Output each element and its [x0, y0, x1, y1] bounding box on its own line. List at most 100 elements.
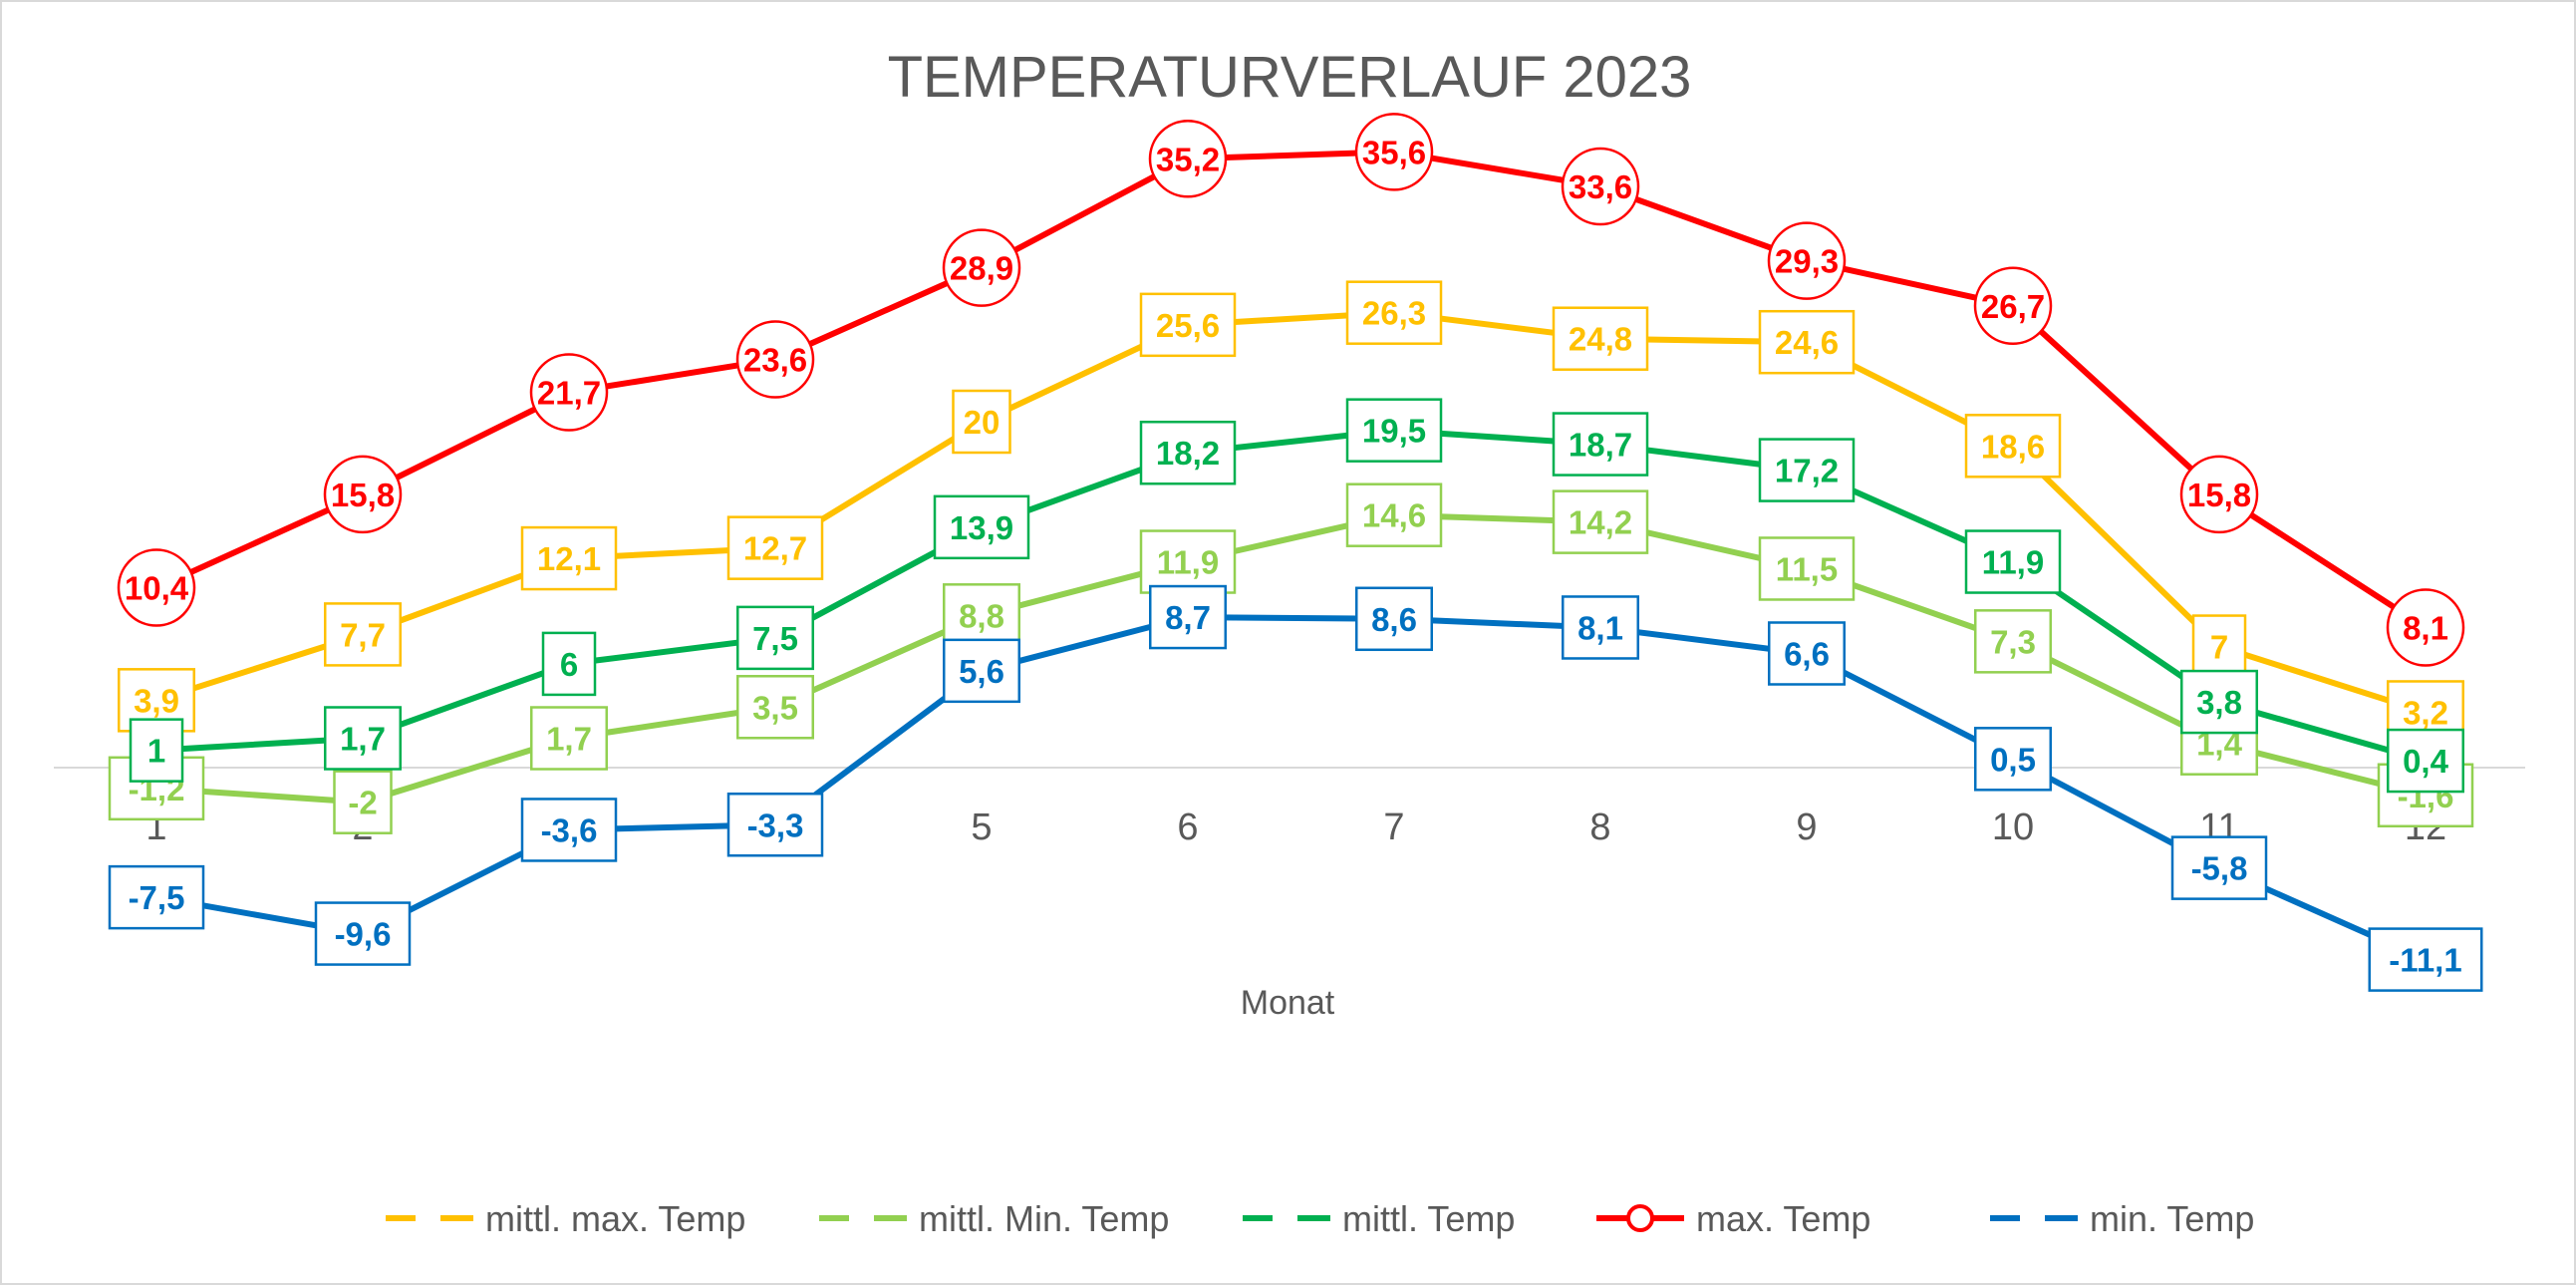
svg-text:5,6: 5,6: [959, 653, 1004, 690]
svg-text:8,8: 8,8: [959, 597, 1004, 634]
svg-text:24,8: 24,8: [1569, 321, 1632, 358]
data-label-mittl-temp-1: 1: [129, 718, 184, 783]
data-label-mittl-min-temp-5: 8,8: [943, 583, 1020, 648]
svg-text:3,9: 3,9: [134, 682, 179, 719]
data-label-mittl-max-temp-6: 25,6: [1139, 292, 1237, 358]
svg-text:-11,1: -11,1: [2389, 942, 2461, 979]
svg-text:11,9: 11,9: [1157, 544, 1219, 581]
series-line-max-temp: [153, 149, 2429, 631]
data-label-mittl-max-temp-2: 7,7: [324, 602, 402, 667]
data-label-max-temp-5: 28,9: [942, 228, 1021, 307]
data-label-mittl-max-temp-4: 12,7: [726, 515, 824, 580]
data-label-mittl-temp-9: 17,2: [1758, 438, 1856, 502]
legend-label: mittl. Min. Temp: [919, 1198, 1169, 1239]
series-lines: [153, 149, 2429, 963]
data-label-mittl-min-temp-1: -1,2: [108, 756, 205, 821]
svg-text:18,6: 18,6: [1981, 428, 2045, 465]
data-label-mittl-temp-10: 11,9: [1964, 529, 2062, 594]
svg-text:8,6: 8,6: [1371, 601, 1417, 638]
svg-text:1,7: 1,7: [340, 721, 386, 758]
svg-text:11,5: 11,5: [1776, 550, 1838, 587]
svg-text:11,9: 11,9: [1982, 544, 2044, 581]
data-label-mittl-min-temp-2: -2: [333, 770, 393, 834]
data-label-mittl-max-temp-5: 20: [952, 389, 1011, 455]
data-label-min-temp-9: 6,6: [1768, 621, 1846, 686]
svg-text:18,7: 18,7: [1569, 427, 1632, 464]
svg-text:21,7: 21,7: [537, 375, 601, 412]
data-label-min-temp-7: 8,6: [1355, 586, 1433, 652]
data-label-max-temp-9: 29,3: [1767, 221, 1847, 300]
svg-text:7,3: 7,3: [1990, 623, 2036, 660]
data-label-min-temp-5: 5,6: [943, 638, 1020, 704]
svg-text:-3,6: -3,6: [541, 811, 598, 848]
svg-text:12,7: 12,7: [743, 530, 807, 567]
data-label-min-temp-6: 8,7: [1149, 584, 1227, 650]
x-tick-label-5: 5: [971, 806, 992, 848]
legend-entry-max-temp: max. Temp: [1596, 1198, 1870, 1239]
data-label-min-temp-2: -9,6: [314, 901, 412, 966]
data-label-max-temp-1: 10,4: [117, 548, 196, 627]
svg-text:13,9: 13,9: [950, 509, 1013, 546]
svg-text:14,2: 14,2: [1569, 504, 1632, 541]
svg-text:1: 1: [147, 733, 165, 770]
svg-text:17,2: 17,2: [1775, 453, 1839, 489]
series-line-mittl-temp: [153, 427, 2429, 765]
data-label-min-temp-8: 8,1: [1562, 595, 1639, 660]
series-line-mittl-min-temp: [153, 511, 2429, 805]
data-label-mittl-min-temp-7: 14,6: [1345, 483, 1443, 547]
svg-text:26,3: 26,3: [1362, 295, 1426, 332]
data-label-mittl-min-temp-10: 7,3: [1974, 609, 2052, 674]
svg-text:3,2: 3,2: [2403, 694, 2448, 731]
svg-text:15,8: 15,8: [331, 477, 395, 513]
svg-text:8,7: 8,7: [1165, 599, 1211, 636]
legend-label: min. Temp: [2090, 1198, 2254, 1239]
data-label-mittl-min-temp-8: 14,2: [1552, 489, 1649, 554]
data-label-mittl-temp-7: 19,5: [1345, 398, 1443, 463]
x-tick-label-10: 10: [1992, 806, 2034, 848]
x-tick-label-6: 6: [1177, 806, 1198, 848]
x-tick-label-8: 8: [1589, 806, 1610, 848]
svg-text:35,2: 35,2: [1156, 141, 1220, 177]
svg-text:25,6: 25,6: [1156, 307, 1220, 344]
svg-text:33,6: 33,6: [1569, 168, 1632, 205]
svg-text:-9,6: -9,6: [335, 916, 392, 953]
data-label-max-temp-8: 33,6: [1561, 147, 1640, 226]
svg-text:-2: -2: [348, 785, 377, 821]
svg-text:26,7: 26,7: [1981, 288, 2045, 325]
legend-entry-min-temp: min. Temp: [1990, 1198, 2254, 1239]
legend-entry-mittl-temp: mittl. Temp: [1243, 1198, 1515, 1239]
data-label-min-temp-1: -7,5: [108, 864, 205, 930]
svg-text:20: 20: [964, 404, 1001, 441]
svg-text:6,6: 6,6: [1784, 635, 1830, 672]
data-label-mittl-temp-4: 7,5: [736, 605, 814, 671]
data-label-max-temp-10: 26,7: [1973, 266, 2053, 346]
svg-text:14,6: 14,6: [1362, 497, 1426, 534]
svg-text:10,4: 10,4: [125, 570, 189, 607]
data-label-mittl-temp-2: 1,7: [324, 706, 402, 771]
data-label-max-temp-4: 23,6: [735, 320, 815, 399]
svg-text:6: 6: [560, 646, 578, 683]
data-label-mittl-temp-8: 18,7: [1552, 412, 1649, 477]
data-label-max-temp-6: 35,2: [1148, 120, 1228, 198]
legend-entry-mittl-max-temp: mittl. max. Temp: [386, 1198, 745, 1239]
data-label-mittl-max-temp-11: 7: [2191, 614, 2247, 679]
data-label-mittl-temp-12: 0,4: [2387, 728, 2464, 794]
data-label-mittl-min-temp-3: 1,7: [530, 706, 608, 771]
data-label-mittl-min-temp-6: 11,9: [1139, 529, 1237, 594]
svg-text:18,2: 18,2: [1156, 435, 1220, 472]
data-label-mittl-temp-6: 18,2: [1139, 420, 1237, 485]
data-label-mittl-min-temp-4: 3,5: [736, 675, 814, 740]
x-tick-label-7: 7: [1383, 806, 1404, 848]
svg-text:8,1: 8,1: [1577, 609, 1623, 646]
svg-text:0,4: 0,4: [2403, 743, 2449, 780]
data-label-mittl-temp-11: 3,8: [2180, 669, 2258, 735]
svg-text:7,7: 7,7: [340, 616, 386, 653]
svg-text:24,6: 24,6: [1775, 324, 1839, 361]
data-label-mittl-max-temp-7: 26,3: [1345, 280, 1443, 345]
svg-text:3,8: 3,8: [2196, 684, 2242, 721]
data-label-max-temp-3: 21,7: [529, 353, 609, 432]
data-label-max-temp-11: 15,8: [2179, 455, 2259, 534]
